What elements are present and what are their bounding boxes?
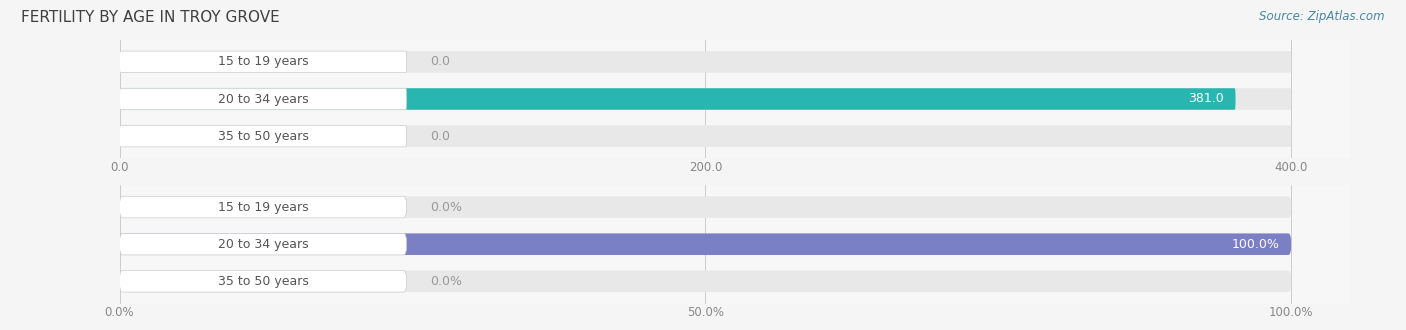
Text: 15 to 19 years: 15 to 19 years [218,201,308,214]
Text: 35 to 50 years: 35 to 50 years [218,275,308,288]
FancyBboxPatch shape [120,125,1291,147]
FancyBboxPatch shape [120,125,406,147]
Text: 0.0%: 0.0% [430,201,463,214]
Text: 0.0%: 0.0% [430,275,463,288]
FancyBboxPatch shape [120,271,406,292]
FancyBboxPatch shape [120,88,1291,110]
Text: 0.0: 0.0 [430,55,450,68]
Text: 20 to 34 years: 20 to 34 years [218,92,308,106]
FancyBboxPatch shape [120,233,1291,255]
FancyBboxPatch shape [120,196,1291,218]
FancyBboxPatch shape [120,271,1291,292]
FancyBboxPatch shape [120,88,406,110]
Text: 15 to 19 years: 15 to 19 years [218,55,308,68]
Text: 100.0%: 100.0% [1232,238,1279,251]
Text: 0.0: 0.0 [430,130,450,143]
FancyBboxPatch shape [120,51,1291,73]
Text: Source: ZipAtlas.com: Source: ZipAtlas.com [1260,10,1385,23]
FancyBboxPatch shape [120,196,406,218]
FancyBboxPatch shape [120,88,1236,110]
Text: FERTILITY BY AGE IN TROY GROVE: FERTILITY BY AGE IN TROY GROVE [21,10,280,25]
Text: 381.0: 381.0 [1188,92,1223,106]
Text: 35 to 50 years: 35 to 50 years [218,130,308,143]
FancyBboxPatch shape [120,233,406,255]
FancyBboxPatch shape [120,233,1291,255]
Text: 20 to 34 years: 20 to 34 years [218,238,308,251]
FancyBboxPatch shape [120,51,406,73]
